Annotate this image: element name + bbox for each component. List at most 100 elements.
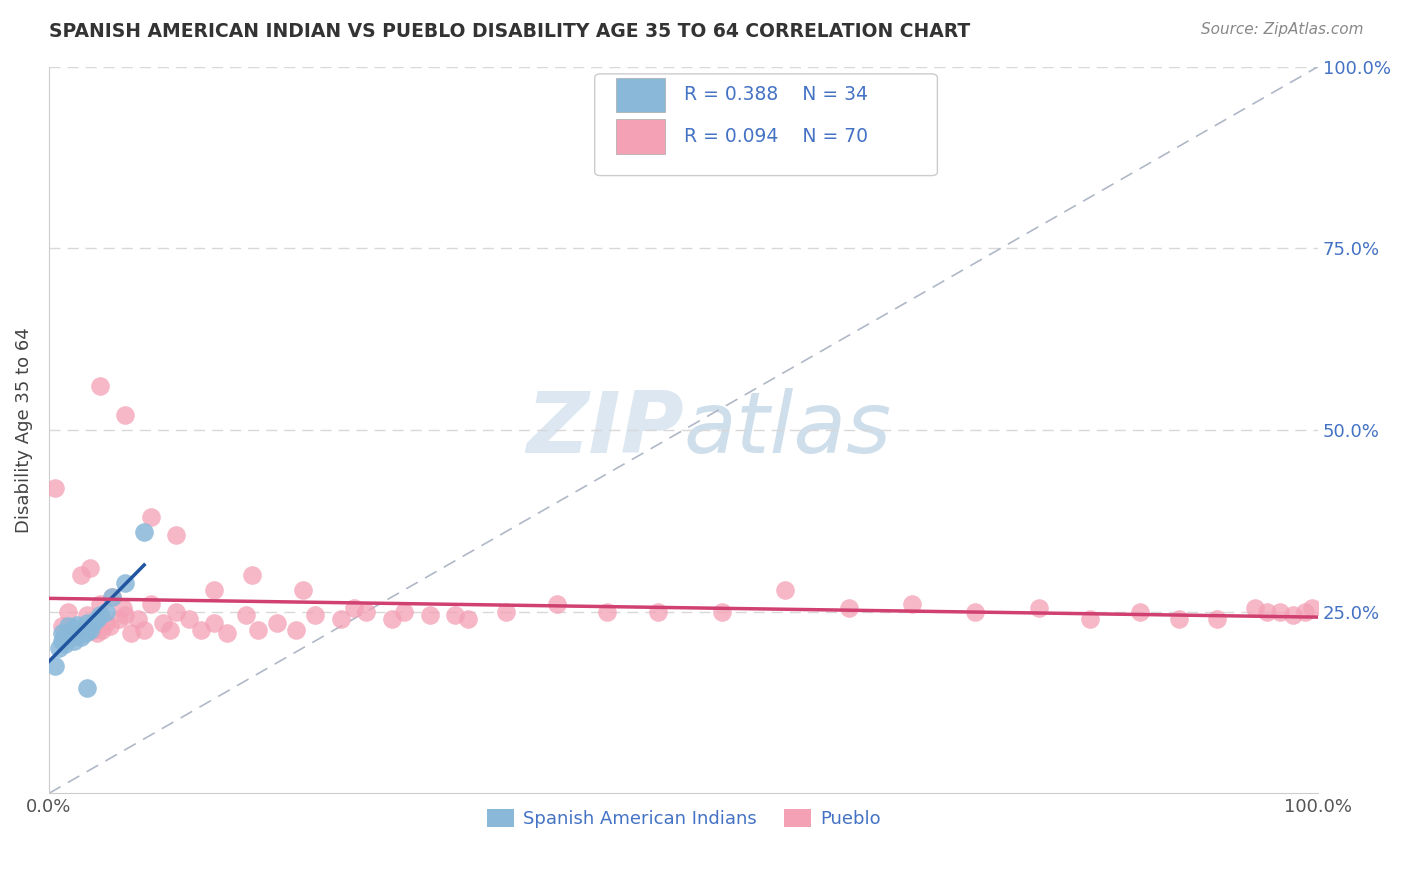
Text: R = 0.094    N = 70: R = 0.094 N = 70 [683, 127, 868, 146]
Point [56, 619, 79, 633]
Point [63, 621, 86, 635]
Point [69, 626, 91, 640]
Point [596, 605, 619, 619]
Point [101, 590, 124, 604]
Point [51, 619, 73, 633]
Bar [616, 78, 665, 112]
Point [114, 575, 136, 590]
Point [444, 608, 467, 623]
Point [98, 619, 121, 633]
FancyBboxPatch shape [595, 74, 938, 176]
Point [69, 568, 91, 582]
Point [215, 626, 238, 640]
Point [76, 608, 98, 623]
Point [76, 615, 98, 630]
Point [51, 633, 73, 648]
Point [152, 615, 174, 630]
Point [1256, 605, 1278, 619]
Point [495, 605, 517, 619]
Text: atlas: atlas [683, 389, 891, 472]
Point [159, 623, 181, 637]
Point [82, 623, 104, 637]
Point [73, 626, 96, 640]
Point [202, 582, 225, 597]
Point [342, 601, 364, 615]
Point [53, 630, 76, 644]
Point [63, 628, 86, 642]
Point [190, 623, 212, 637]
Point [134, 623, 156, 637]
Point [66, 617, 89, 632]
Point [134, 524, 156, 539]
Point [60, 630, 83, 644]
Point [356, 605, 378, 619]
Point [69, 623, 91, 637]
Point [114, 409, 136, 423]
Point [63, 633, 86, 648]
Point [60, 623, 83, 637]
Point [329, 612, 352, 626]
Point [66, 626, 89, 640]
Y-axis label: Disability Age 35 to 64: Disability Age 35 to 64 [15, 327, 32, 533]
Point [60, 626, 83, 640]
Point [73, 621, 96, 635]
Point [56, 605, 79, 619]
Point [114, 608, 136, 623]
Point [121, 626, 143, 640]
Point [1167, 612, 1189, 626]
Point [89, 608, 111, 623]
Point [94, 615, 117, 630]
Point [710, 605, 733, 619]
Point [94, 605, 117, 619]
Point [86, 626, 108, 640]
Point [82, 615, 104, 630]
Point [1129, 605, 1152, 619]
Point [76, 625, 98, 640]
Point [79, 623, 101, 637]
Point [419, 608, 441, 623]
Point [165, 528, 187, 542]
Point [69, 630, 91, 644]
Point [60, 626, 83, 640]
Point [139, 598, 162, 612]
Point [235, 608, 257, 623]
Point [773, 582, 796, 597]
Point [76, 681, 98, 695]
Point [56, 625, 79, 640]
Point [838, 601, 860, 615]
Point [111, 601, 134, 615]
Point [240, 568, 263, 582]
Point [139, 510, 162, 524]
Point [91, 623, 114, 637]
Point [165, 605, 187, 619]
Point [1028, 601, 1050, 615]
Point [394, 605, 416, 619]
Point [101, 590, 124, 604]
Point [79, 561, 101, 575]
Text: ZIP: ZIP [526, 389, 683, 472]
Legend: Spanish American Indians, Pueblo: Spanish American Indians, Pueblo [479, 801, 887, 835]
Point [55, 630, 77, 644]
Point [1205, 612, 1227, 626]
Text: R = 0.388    N = 34: R = 0.388 N = 34 [683, 86, 868, 104]
Point [177, 612, 200, 626]
Point [1301, 601, 1323, 615]
Point [66, 623, 89, 637]
Point [457, 612, 479, 626]
Point [51, 626, 73, 640]
Text: SPANISH AMERICAN INDIAN VS PUEBLO DISABILITY AGE 35 TO 64 CORRELATION CHART: SPANISH AMERICAN INDIAN VS PUEBLO DISABI… [49, 22, 970, 41]
Point [1281, 608, 1303, 623]
Point [56, 628, 79, 642]
Point [107, 612, 129, 626]
Point [965, 605, 987, 619]
Point [1243, 601, 1265, 615]
Point [1294, 605, 1316, 619]
Point [901, 598, 924, 612]
Point [55, 637, 77, 651]
Point [89, 598, 111, 612]
Point [381, 612, 404, 626]
Point [266, 615, 288, 630]
Point [127, 612, 149, 626]
Point [202, 615, 225, 630]
Point [86, 612, 108, 626]
